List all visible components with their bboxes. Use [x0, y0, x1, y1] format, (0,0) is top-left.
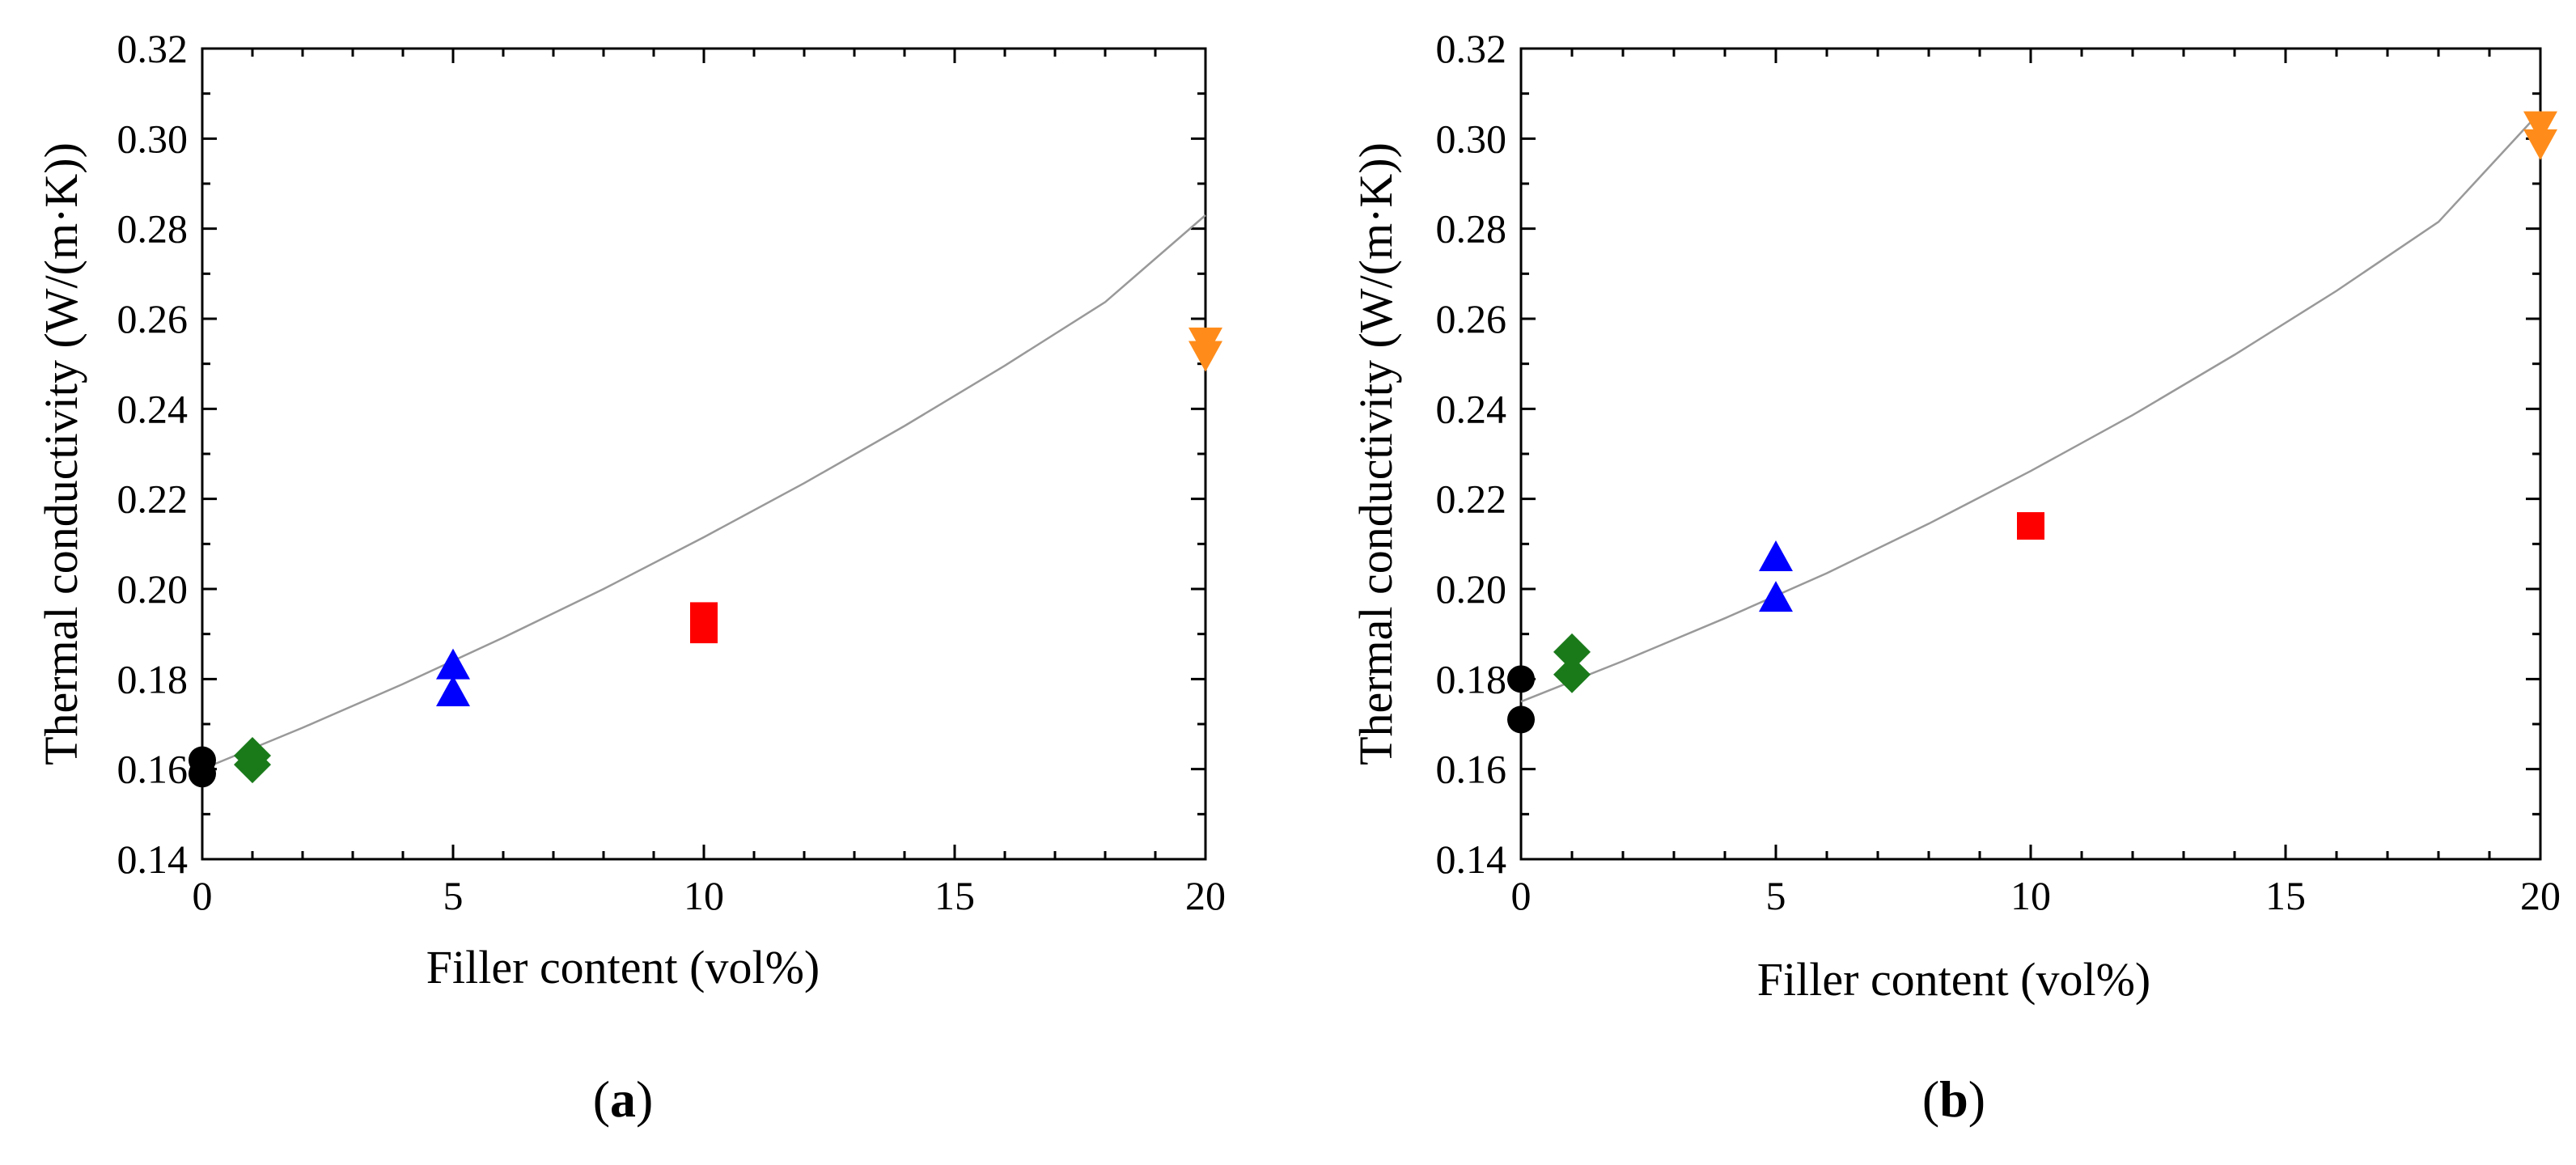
data-point-circle	[1507, 705, 1535, 734]
y-tick-label: 0.22	[1436, 477, 1507, 522]
data-point-circle	[1507, 665, 1535, 693]
data-point-diamond	[1553, 655, 1591, 693]
x-tick-label: 20	[2520, 873, 2561, 918]
y-tick-label: 0.16	[117, 747, 189, 792]
data-point-triangle-down	[2523, 111, 2557, 142]
y-tick-label: 0.14	[1436, 837, 1507, 882]
data-point-triangle-up	[1759, 540, 1793, 572]
x-axis-title: Filler content (vol%)	[426, 941, 820, 993]
data-point-square	[690, 616, 718, 644]
y-tick-label: 0.24	[117, 386, 189, 431]
panel-label: (a)	[593, 1070, 654, 1128]
x-tick-label: 0	[193, 873, 213, 918]
y-tick-label: 0.32	[117, 26, 189, 71]
plot-frame	[201, 47, 1207, 861]
x-tick-label: 5	[1766, 873, 1786, 918]
plot-frame	[1519, 47, 2542, 861]
y-tick-label: 0.18	[1436, 656, 1507, 701]
y-axis-title: Thermal conductivity (W/(m·K))	[1349, 142, 1402, 765]
x-axis-title: Filler content (vol%)	[1757, 953, 2150, 1006]
data-point-diamond	[234, 746, 271, 784]
y-tick-label: 0.22	[117, 477, 189, 522]
data-point-circle	[189, 760, 216, 788]
fit-curve	[201, 214, 1206, 770]
chart-panel-b: 0 5 10 15 20 0.14 0.16 0.18 0.20 0.22 0.24 0.26 0.28…	[1349, 26, 2561, 1128]
x-tick-label: 10	[684, 873, 724, 918]
y-tick-label: 0.20	[117, 566, 189, 612]
y-tick-label: 0.28	[1436, 206, 1507, 252]
data-point-diamond	[1553, 633, 1591, 671]
data-point-triangle-up	[436, 648, 470, 680]
x-tick-label: 5	[443, 873, 464, 918]
data-point-square	[2017, 512, 2044, 540]
fit-curve	[1520, 111, 2541, 703]
y-tick-label: 0.14	[117, 837, 189, 882]
x-tick-label: 0	[1511, 873, 1532, 918]
data-point-triangle-up	[436, 676, 470, 707]
y-tick-label: 0.32	[1436, 26, 1507, 71]
y-tick-label: 0.24	[1436, 386, 1507, 431]
y-tick-label: 0.26	[1436, 296, 1507, 341]
y-tick-label: 0.26	[117, 296, 189, 341]
y-tick-label: 0.30	[1436, 116, 1507, 161]
data-point-triangle-down	[1188, 341, 1222, 372]
data-point-triangle-down	[2523, 129, 2557, 160]
x-tick-label: 15	[934, 873, 975, 918]
x-tick-label: 15	[2265, 873, 2306, 918]
panel-label: (b)	[1922, 1070, 1985, 1128]
data-point-triangle-up	[1759, 581, 1793, 612]
y-tick-label: 0.30	[117, 116, 189, 161]
y-tick-label: 0.16	[1436, 747, 1507, 792]
y-tick-label: 0.20	[1436, 566, 1507, 612]
y-axis-title: Thermal conductivity (W/(m·K))	[35, 142, 87, 765]
x-tick-label: 10	[2010, 873, 2051, 918]
y-tick-label: 0.18	[117, 656, 189, 701]
chart-panel-a: 0 5 10 15 20 0.14 0.16 0.18 0.20 0.22 0.24 0.26 0.28…	[35, 26, 1226, 1128]
y-tick-label: 0.28	[117, 206, 189, 252]
x-tick-label: 20	[1185, 873, 1226, 918]
